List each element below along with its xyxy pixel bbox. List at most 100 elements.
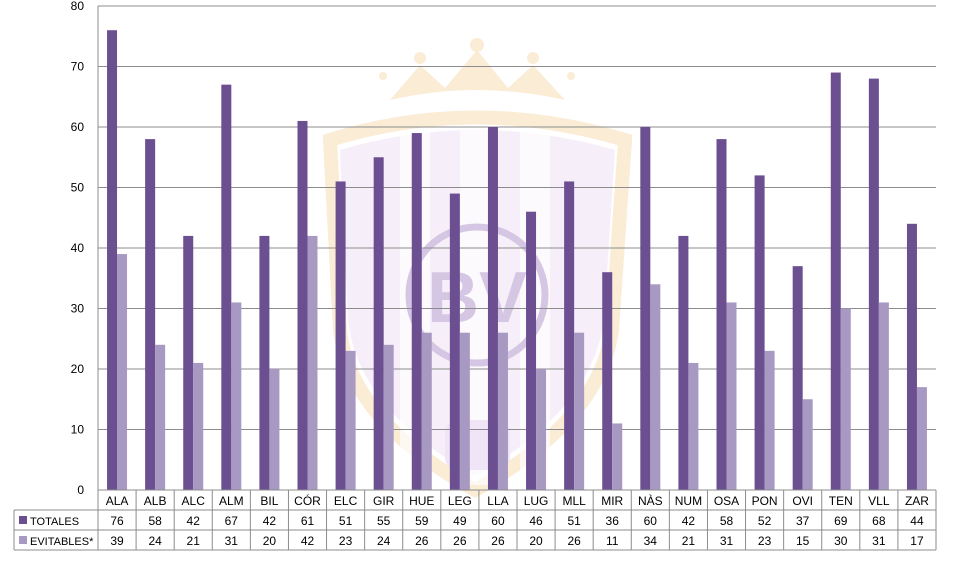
data-label: 52: [758, 514, 772, 528]
data-label: 20: [263, 534, 277, 548]
category-label: OSA: [714, 494, 739, 508]
data-label: 69: [834, 514, 848, 528]
category-label: MLL: [562, 494, 586, 508]
data-label: 42: [263, 514, 277, 528]
bar-totales: [335, 181, 346, 490]
bar-totales: [297, 120, 308, 490]
data-label: 68: [872, 514, 886, 528]
legend-label: TOTALES: [30, 516, 79, 528]
y-tick-label: 60: [71, 120, 85, 134]
data-label: 42: [187, 514, 201, 528]
legend-swatch: [19, 516, 27, 524]
data-label: 60: [644, 514, 658, 528]
bar-evitables: [688, 362, 699, 490]
category-label: VLL: [868, 494, 890, 508]
category-label: LLA: [487, 494, 508, 508]
bar-totales: [640, 127, 651, 490]
bar-evitables: [193, 362, 204, 490]
bar-totales: [107, 30, 118, 490]
bar-totales: [259, 235, 270, 490]
bar-totales: [221, 84, 232, 491]
bar-evitables: [345, 350, 356, 490]
category-label: ALC: [182, 494, 206, 508]
data-label: 24: [148, 534, 162, 548]
data-label: 26: [453, 534, 467, 548]
bar-evitables: [802, 399, 813, 490]
y-tick-label: 0: [77, 483, 84, 497]
data-label: 67: [225, 514, 239, 528]
bar-totales: [526, 211, 537, 490]
y-tick-label: 10: [71, 423, 85, 437]
data-label: 60: [491, 514, 505, 528]
data-label: 26: [415, 534, 429, 548]
y-tick-label: 80: [71, 0, 85, 13]
svg-text:BV: BV: [427, 258, 527, 338]
y-tick-label: 40: [71, 241, 85, 255]
bar-totales: [868, 78, 879, 490]
data-label: 55: [377, 514, 391, 528]
data-label: 61: [301, 514, 315, 528]
data-label: 17: [910, 534, 924, 548]
bar-evitables: [574, 332, 585, 490]
bar-evitables: [840, 308, 851, 490]
category-label: ZAR: [905, 494, 929, 508]
data-label: 26: [567, 534, 581, 548]
data-label: 46: [529, 514, 543, 528]
bar-evitables: [269, 369, 280, 490]
data-label: 58: [148, 514, 162, 528]
data-label: 21: [682, 534, 696, 548]
data-label: 15: [796, 534, 810, 548]
data-label: 39: [110, 534, 124, 548]
category-label: NUM: [675, 494, 702, 508]
bar-evitables: [421, 332, 432, 490]
bar-evitables: [916, 387, 927, 490]
data-label: 34: [644, 534, 658, 548]
bar-totales: [183, 235, 194, 490]
category-label: ALM: [219, 494, 244, 508]
bar-evitables: [307, 235, 318, 490]
data-label: 31: [872, 534, 886, 548]
data-label: 36: [606, 514, 620, 528]
data-label: 49: [453, 514, 467, 528]
category-label: CÓR: [294, 493, 321, 508]
bar-totales: [754, 175, 765, 490]
data-label: 37: [796, 514, 810, 528]
bar-evitables: [650, 284, 661, 490]
bar-totales: [716, 139, 727, 490]
data-label: 20: [529, 534, 543, 548]
category-label: HUE: [409, 494, 434, 508]
category-label: TEN: [829, 494, 853, 508]
bar-evitables: [117, 254, 128, 490]
bar-evitables: [764, 350, 775, 490]
category-label: ALA: [106, 494, 129, 508]
category-label: NÀS: [638, 493, 663, 508]
data-label: 51: [339, 514, 353, 528]
bar-totales: [792, 266, 803, 490]
category-label: LEG: [448, 494, 472, 508]
bar-totales: [373, 157, 384, 490]
bar-totales: [411, 133, 422, 491]
category-label: LUG: [524, 494, 549, 508]
data-label: 24: [377, 534, 391, 548]
bar-evitables: [497, 332, 508, 490]
data-label: 76: [110, 514, 124, 528]
y-tick-label: 70: [71, 60, 85, 74]
data-label: 26: [491, 534, 505, 548]
bar-totales: [487, 127, 498, 490]
bar-totales: [906, 223, 917, 491]
data-label: 58: [720, 514, 734, 528]
data-label: 31: [225, 534, 239, 548]
bar-evitables: [878, 302, 889, 490]
bar-evitables: [536, 369, 547, 490]
data-label: 42: [301, 534, 315, 548]
bar-evitables: [459, 332, 470, 490]
y-tick-label: 30: [71, 302, 85, 316]
club-crest-watermark: BV: [322, 38, 633, 499]
category-label: OVI: [792, 494, 813, 508]
data-label: 11: [606, 534, 619, 548]
bar-evitables: [231, 302, 242, 490]
category-label: ALB: [144, 494, 167, 508]
bar-evitables: [155, 344, 166, 490]
